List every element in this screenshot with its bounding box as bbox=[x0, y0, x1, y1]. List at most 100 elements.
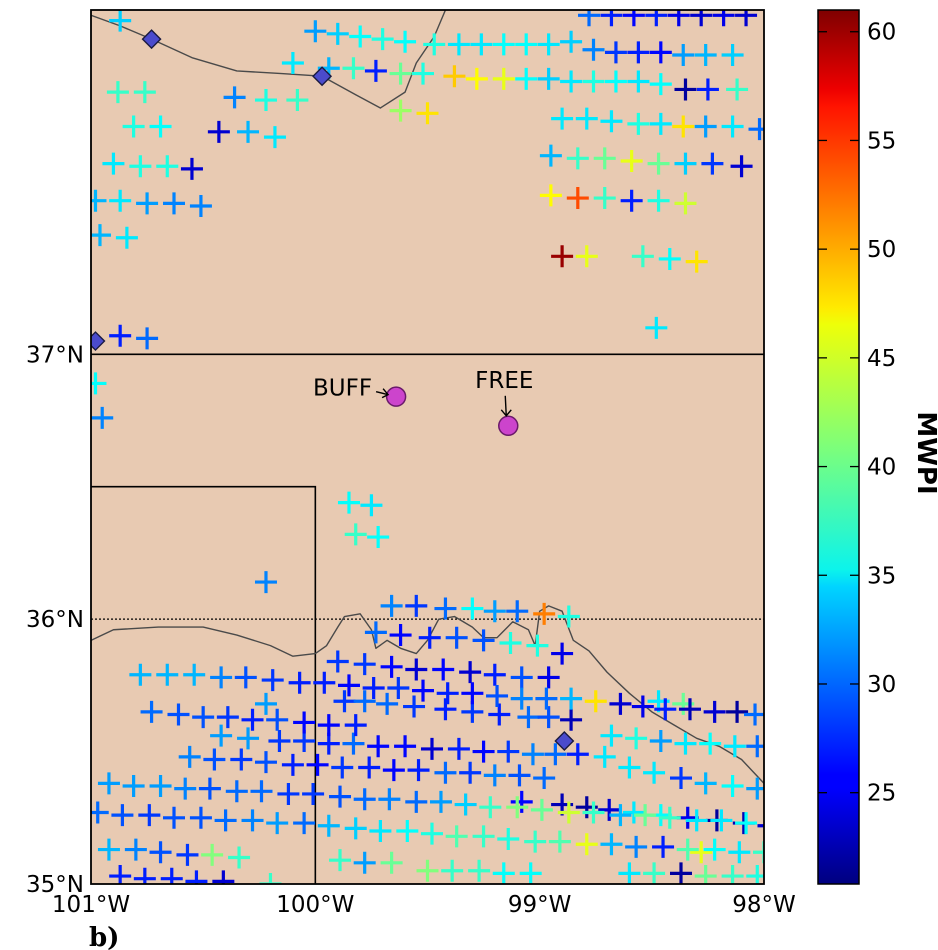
mwpi-point bbox=[658, 247, 681, 270]
mwpi-point bbox=[317, 714, 340, 737]
mwpi-point bbox=[627, 112, 650, 135]
mwpi-point bbox=[333, 690, 356, 713]
mwpi-point bbox=[281, 753, 304, 776]
mwpi-point bbox=[212, 870, 235, 884]
mwpi-point bbox=[712, 10, 735, 27]
mwpi-point bbox=[459, 661, 482, 684]
mwpi-point bbox=[575, 245, 598, 268]
mwpi-point bbox=[241, 809, 264, 832]
mwpi-point bbox=[286, 89, 309, 112]
mwpi-point bbox=[582, 70, 605, 93]
mwpi-point bbox=[515, 33, 538, 56]
mwpi-point bbox=[306, 753, 329, 776]
mwpi-point bbox=[254, 89, 277, 112]
mwpi-point bbox=[645, 10, 668, 27]
mwpi-point bbox=[353, 788, 376, 811]
mwpi-point bbox=[149, 775, 172, 798]
mwpi-point bbox=[459, 761, 482, 784]
mwpi-point bbox=[620, 149, 643, 172]
mwpi-point bbox=[676, 838, 699, 861]
mwpi-point bbox=[472, 740, 495, 763]
mwpi-point bbox=[407, 759, 430, 782]
mwpi-point bbox=[237, 120, 260, 143]
x-axis-ticks: 101°W 100°W 99°W 98°W bbox=[52, 892, 796, 918]
mwpi-point bbox=[631, 245, 654, 268]
mwpi-point bbox=[544, 743, 567, 766]
mwpi-point bbox=[364, 59, 387, 82]
mwpi-point bbox=[133, 867, 156, 884]
mwpi-point bbox=[488, 703, 511, 726]
mwpi-point bbox=[609, 692, 632, 715]
mwpi-point bbox=[189, 194, 212, 217]
station-buff: BUFF bbox=[313, 376, 407, 407]
mwpi-point bbox=[578, 10, 601, 27]
mwpi-point bbox=[378, 788, 401, 811]
mwpi-point bbox=[699, 732, 722, 755]
mwpi-point bbox=[405, 594, 428, 617]
mwpi-point bbox=[441, 859, 464, 882]
mwpi-point bbox=[149, 841, 172, 864]
mwpi-point bbox=[643, 761, 666, 784]
mwpi-point bbox=[97, 772, 120, 795]
mwpi-point bbox=[230, 748, 253, 771]
mwpi-point bbox=[394, 735, 417, 758]
mwpi-point bbox=[376, 692, 399, 715]
mwpi-point bbox=[560, 30, 583, 53]
mwpi-point bbox=[604, 70, 627, 93]
mwpi-point bbox=[654, 698, 677, 721]
mwpi-point bbox=[304, 20, 327, 43]
mwpi-point bbox=[109, 10, 132, 32]
mwpi-point bbox=[412, 62, 435, 85]
mwpi-point bbox=[674, 78, 697, 101]
mwpi-point bbox=[281, 51, 304, 74]
mwpi-point bbox=[420, 737, 443, 760]
mwpi-point bbox=[694, 44, 717, 67]
mwpi-point bbox=[382, 759, 405, 782]
colorbar-tick-label: 55 bbox=[867, 128, 896, 154]
mwpi-point bbox=[329, 785, 352, 808]
mwpi-point bbox=[259, 873, 282, 884]
station-markers: BUFF FREE bbox=[313, 368, 533, 437]
mwpi-point bbox=[726, 78, 749, 101]
mwpi-point bbox=[369, 820, 392, 843]
river-line bbox=[91, 605, 764, 784]
mwpi-point bbox=[91, 189, 107, 212]
mwpi-point bbox=[342, 732, 365, 755]
mwpi-point bbox=[537, 706, 560, 729]
mwpi-point bbox=[539, 184, 562, 207]
mwpi-point bbox=[293, 729, 316, 752]
mwpi-point bbox=[447, 737, 470, 760]
mwpi-point bbox=[735, 10, 758, 27]
map-frame bbox=[90, 9, 765, 885]
mwpi-point bbox=[575, 833, 598, 856]
mwpi-point bbox=[685, 250, 708, 273]
mwpi-point bbox=[416, 859, 439, 882]
mwpi-point bbox=[358, 756, 381, 779]
mwpi-point bbox=[618, 862, 641, 884]
mwpi-point bbox=[91, 801, 109, 824]
mwpi-point bbox=[647, 189, 670, 212]
mwpi-point bbox=[598, 798, 621, 821]
mwpi-point bbox=[483, 663, 506, 686]
mwpi-point bbox=[649, 41, 672, 64]
mwpi-point bbox=[634, 804, 657, 827]
mwpi-point bbox=[748, 118, 764, 141]
mwpi-point bbox=[649, 729, 672, 752]
map-panel: BUFF FREE bbox=[90, 9, 765, 885]
mwpi-point bbox=[746, 777, 764, 800]
mwpi-point bbox=[510, 687, 533, 710]
mwpi-point bbox=[266, 812, 289, 835]
mwpi-point bbox=[649, 73, 672, 96]
diamond-marker bbox=[554, 730, 575, 751]
y-tick-label: 37°N bbox=[26, 342, 84, 368]
x-tick-label: 99°W bbox=[508, 892, 572, 918]
mwpi-point bbox=[537, 666, 560, 689]
diamond-marker bbox=[312, 66, 333, 87]
mwpi-point bbox=[600, 110, 623, 133]
mwpi-point bbox=[140, 700, 163, 723]
mwpi-point bbox=[735, 812, 758, 835]
mwpi-point bbox=[703, 700, 726, 723]
mwpi-point bbox=[353, 653, 376, 676]
mwpi-point bbox=[492, 862, 515, 884]
mwpi-point bbox=[149, 115, 172, 138]
